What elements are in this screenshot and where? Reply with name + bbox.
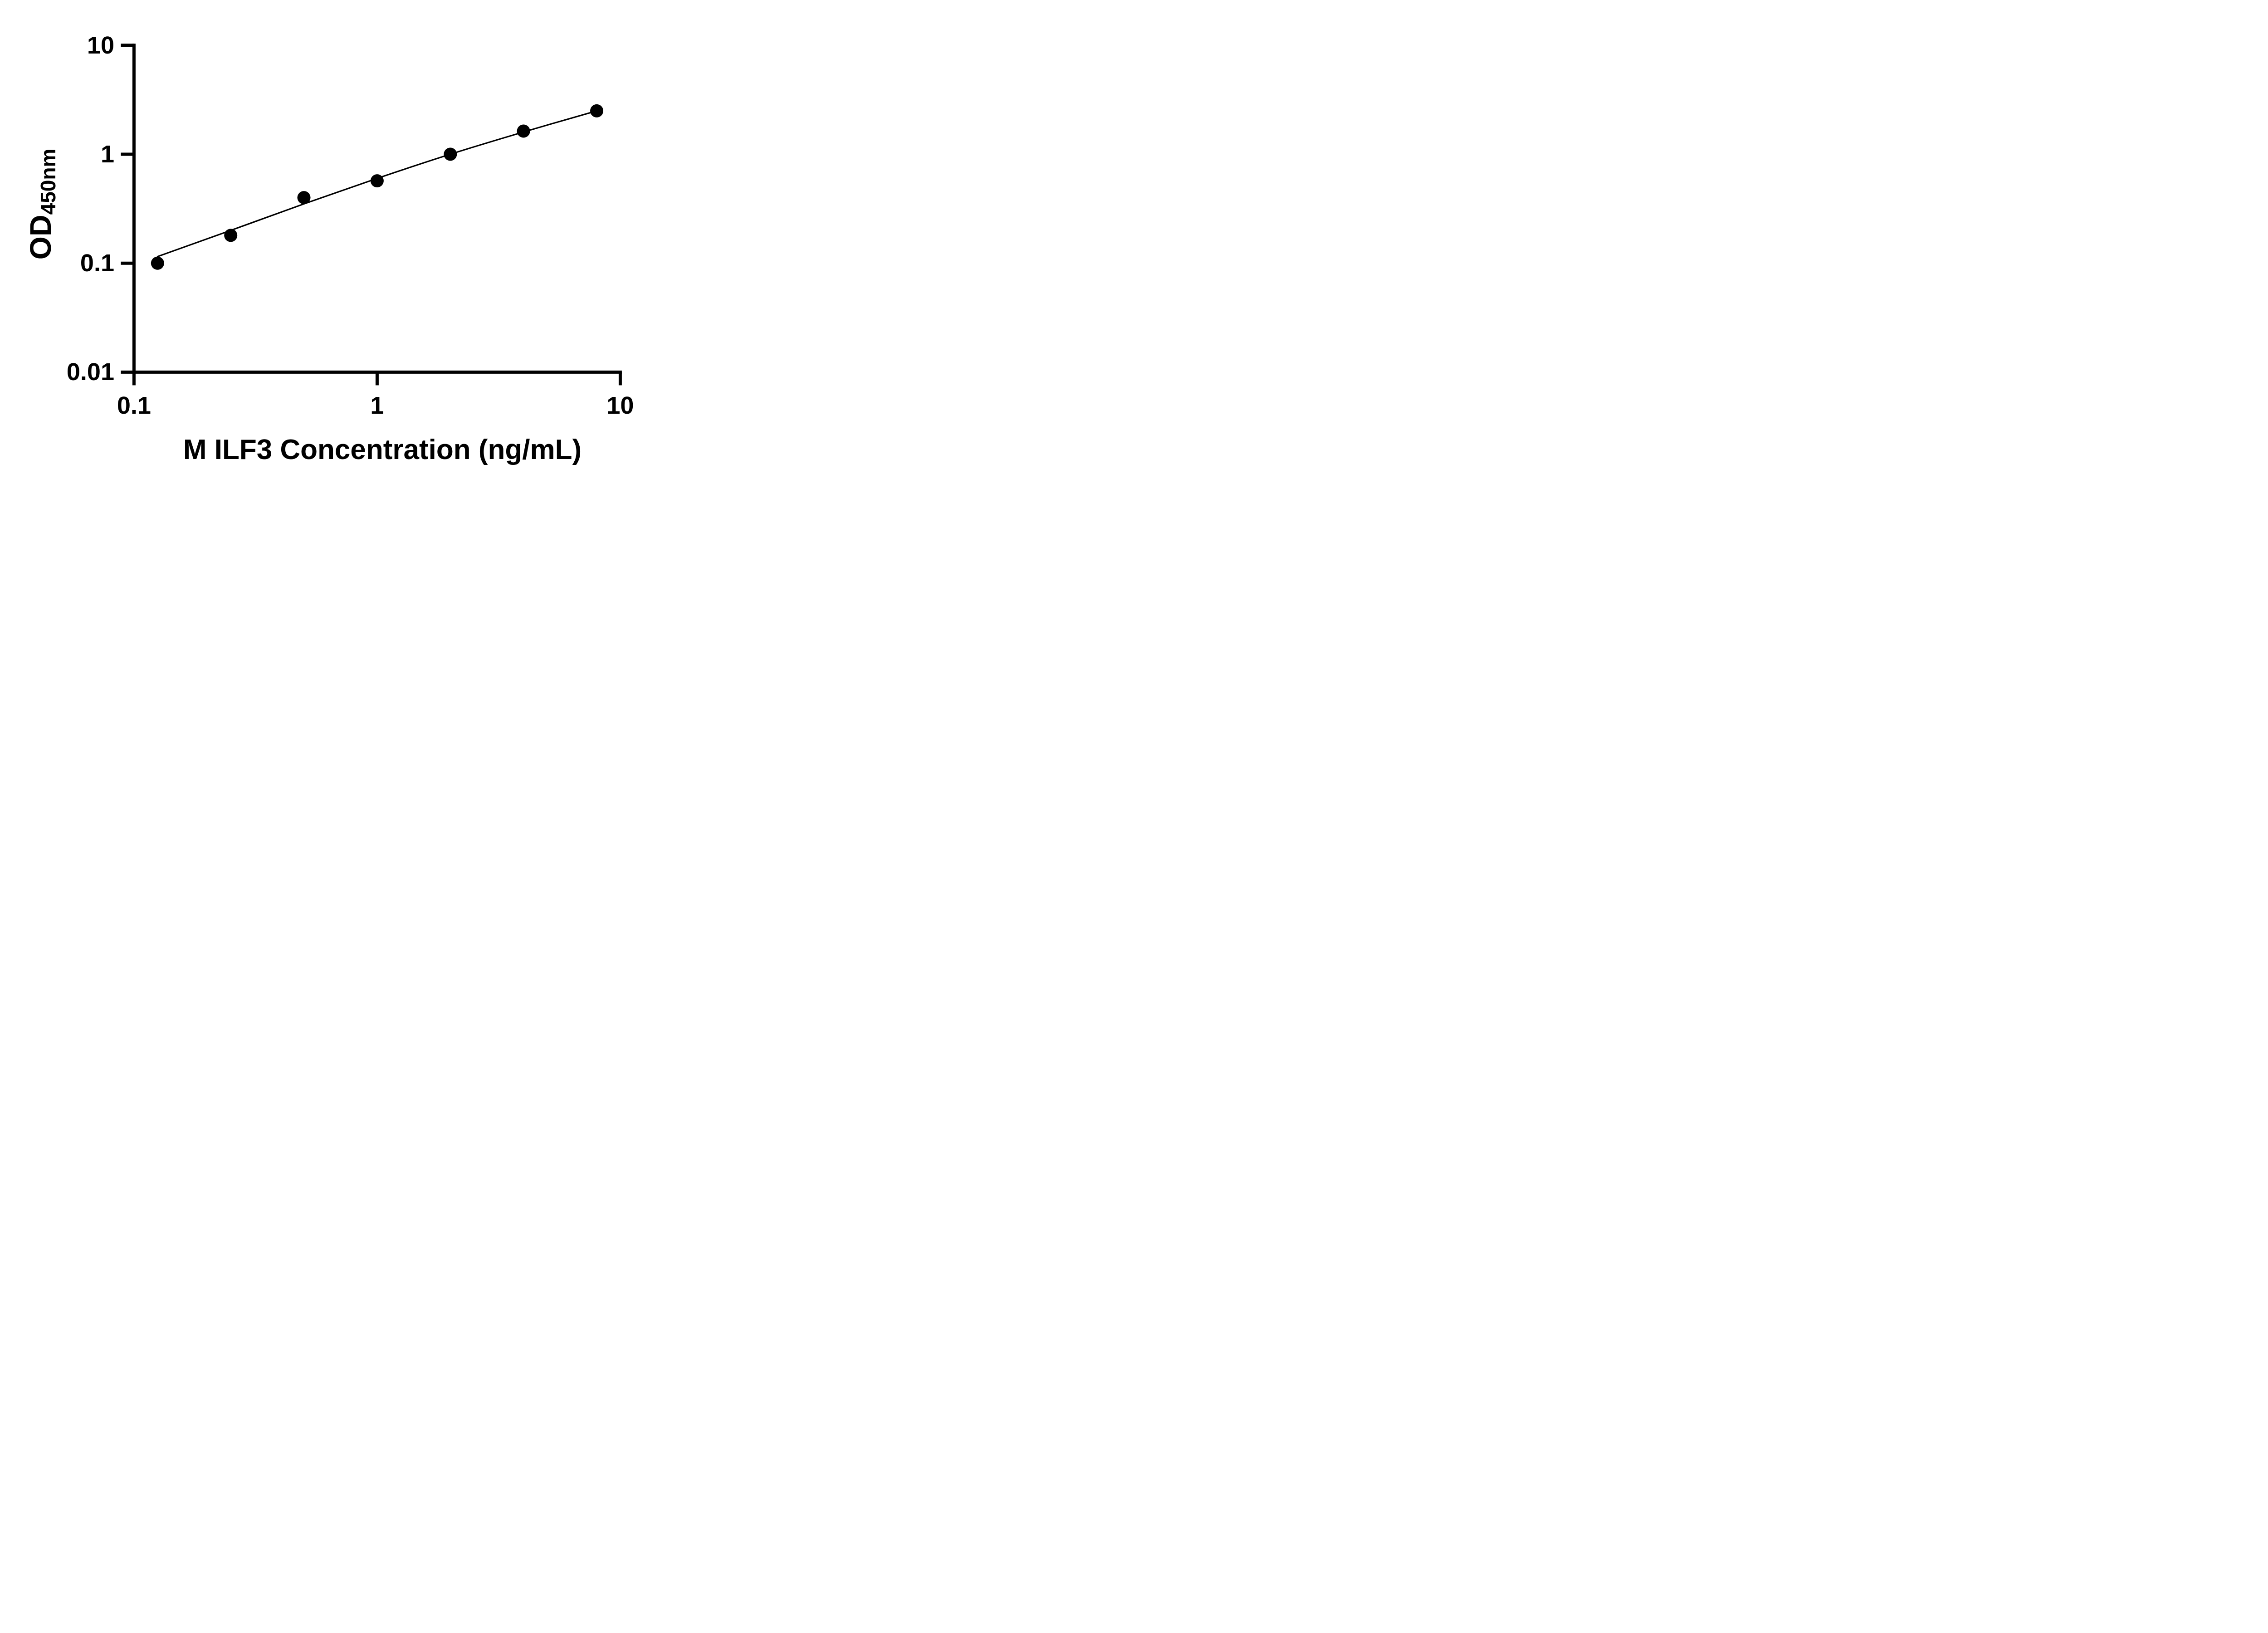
data-point xyxy=(224,229,238,242)
data-point xyxy=(370,174,384,188)
y-tick-label: 1 xyxy=(100,141,114,168)
y-axis-title-sub: 450nm xyxy=(36,148,60,215)
x-tick-label: 0.1 xyxy=(117,392,151,419)
x-tick-label: 1 xyxy=(370,392,384,419)
elisa-standard-curve-figure: 0.01 0.1 1 10 0.1 1 10 OD450nm M ILF3 Concent… xyxy=(0,0,699,490)
y-tick-label: 0.1 xyxy=(80,249,114,277)
y-tick-label: 0.01 xyxy=(66,358,114,386)
plot-area xyxy=(121,44,622,386)
data-point xyxy=(297,191,311,205)
data-point xyxy=(517,124,530,138)
data-point xyxy=(444,147,457,161)
data-point xyxy=(151,256,164,270)
y-axis-title: OD450nm xyxy=(23,149,60,260)
x-axis-title: M ILF3 Concentration (ng/mL) xyxy=(183,434,582,465)
y-tick-label: 10 xyxy=(87,31,114,59)
data-point xyxy=(590,104,603,117)
y-axis-title-main: OD xyxy=(24,215,57,260)
x-tick-label: 10 xyxy=(606,392,634,419)
